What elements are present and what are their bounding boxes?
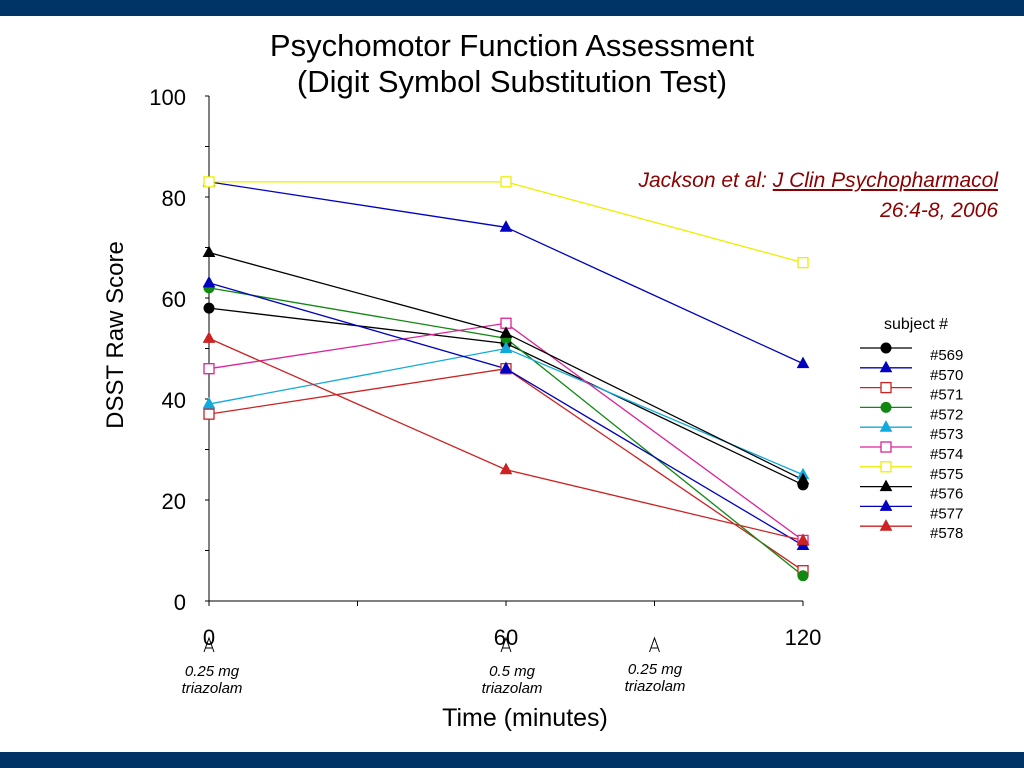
data-point-571	[203, 408, 215, 420]
dose-arrow-icon	[500, 636, 512, 653]
data-point-578	[202, 331, 216, 343]
data-point-575	[797, 256, 809, 269]
dose-drug-1: triazolam	[481, 680, 543, 697]
legend-label: #573	[930, 426, 963, 443]
legend-label: #569	[930, 347, 963, 364]
legend-title: subject #	[884, 316, 949, 333]
y-tick-label: 80	[162, 186, 186, 211]
legend-marker-571	[880, 381, 892, 394]
legend-label: #570	[930, 367, 963, 384]
data-point-569	[203, 302, 215, 314]
citation-volume: 26:4-8, 2006	[880, 199, 998, 222]
legend-label: #571	[930, 387, 963, 404]
y-tick-label: 0	[174, 590, 186, 615]
series-line-574	[208, 322, 804, 541]
chart-title-line2: (Digit Symbol Substitution Test)	[296, 64, 728, 99]
data-point-573	[499, 341, 513, 353]
legend-marker-570	[879, 360, 893, 373]
data-point-575	[500, 176, 512, 188]
legend-marker-575	[880, 461, 892, 473]
citation: Jackson et al: J Clin Psychopharmacol 26…	[639, 166, 999, 226]
legend-marker-574	[880, 441, 892, 453]
legend-label: #576	[930, 486, 963, 503]
legend-label: #575	[930, 466, 963, 483]
top-band	[0, 0, 1024, 16]
legend-marker-569	[880, 342, 892, 354]
legend-label: #577	[930, 505, 963, 522]
dose-arrow-icon	[203, 636, 215, 653]
data-point-572	[797, 570, 809, 582]
dose-amount-0: 0.25 mg	[184, 663, 240, 680]
data-point-575	[203, 176, 215, 188]
dose-drug-0: triazolam	[181, 680, 243, 697]
y-tick-label: 20	[162, 489, 186, 514]
dose-drug-2: triazolam	[624, 678, 686, 695]
legend-marker-576	[879, 479, 893, 492]
data-point-578	[796, 533, 810, 545]
bottom-band	[0, 752, 1024, 768]
legend-marker-573	[879, 420, 893, 432]
data-point-570	[796, 356, 810, 369]
chart-title: Psychomotor Function Assessment (Digit S…	[0, 28, 1024, 100]
data-point-574	[203, 363, 215, 375]
y-tick-label: 60	[162, 287, 186, 312]
data-point-576	[202, 245, 216, 258]
data-point-573	[202, 397, 216, 409]
citation-journal[interactable]: J Clin Psychopharmacol	[772, 169, 998, 192]
legend-marker-577	[879, 499, 893, 511]
data-point-576	[499, 326, 513, 338]
dose-label-2: 0.25 mg triazolam	[595, 661, 715, 695]
legend-marker-578	[879, 519, 893, 531]
dose-label-1: 0.5 mg triazolam	[452, 663, 572, 697]
data-point-577	[202, 275, 216, 288]
citation-authors: Jackson et al:	[638, 169, 773, 192]
dose-amount-2: 0.25 mg	[627, 661, 683, 678]
y-tick-label: 40	[162, 388, 186, 413]
data-point-578	[499, 462, 513, 475]
dose-label-0: 0.25 mg triazolam	[152, 663, 272, 697]
dose-amount-1: 0.5 mg	[489, 663, 535, 680]
x-tick-label: 120	[785, 625, 822, 650]
chart-title-line1: Psychomotor Function Assessment	[269, 28, 755, 63]
legend-marker-572	[880, 401, 892, 413]
dose-arrow-icon	[649, 636, 660, 653]
legend-label: #578	[930, 525, 963, 542]
data-point-576	[796, 472, 810, 485]
x-axis-label: Time (minutes)	[442, 704, 608, 732]
y-tick-label: 100	[149, 85, 186, 110]
data-point-577	[499, 361, 513, 374]
data-point-570	[499, 220, 513, 232]
legend-label: #574	[930, 446, 963, 463]
legend-label: #572	[930, 406, 963, 423]
